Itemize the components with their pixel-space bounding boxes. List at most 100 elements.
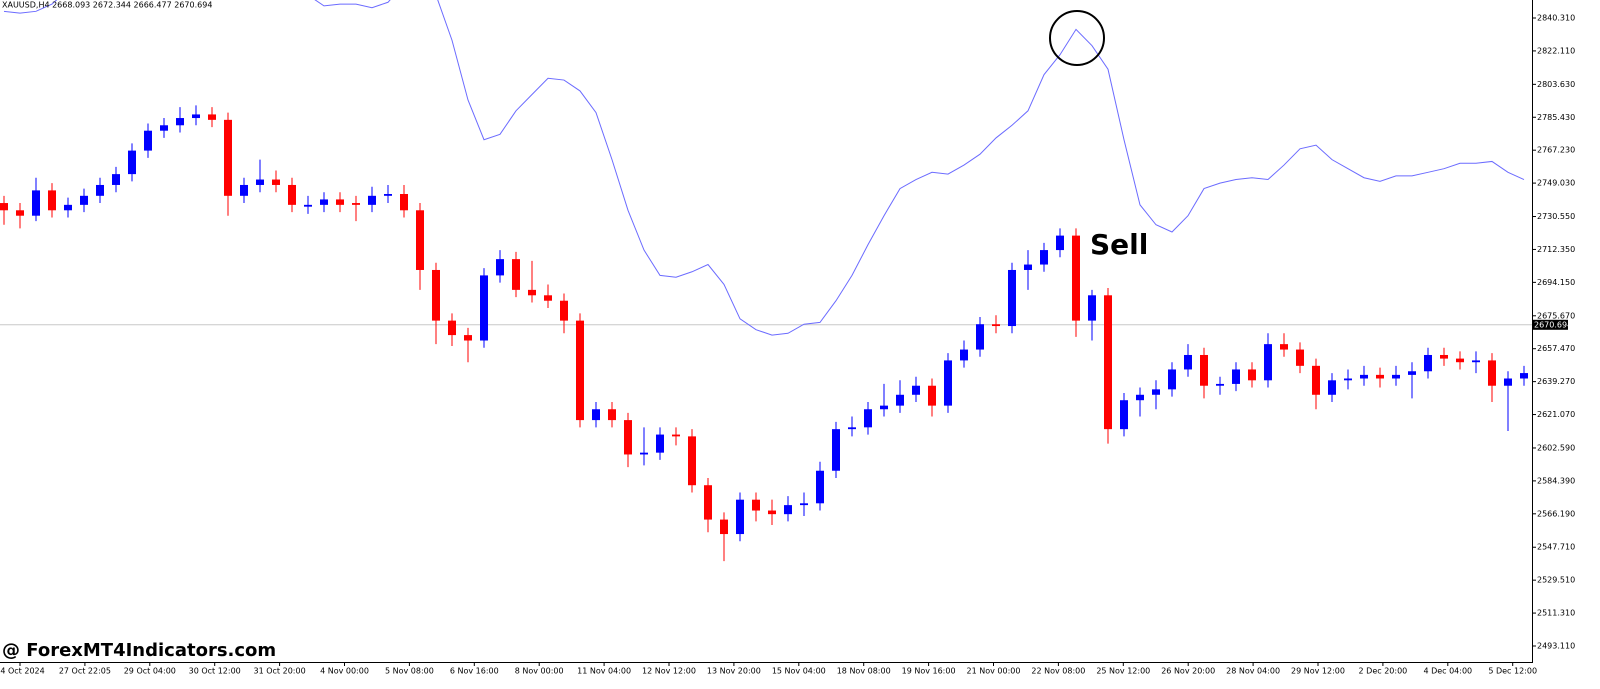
candle-body xyxy=(1072,235,1080,321)
candle-body xyxy=(1360,374,1368,379)
y-tick-label: 2602.590 xyxy=(1537,443,1575,452)
x-tick-label: 31 Oct 20:00 xyxy=(254,667,306,676)
candle-body xyxy=(80,195,88,205)
candle-body xyxy=(1136,394,1144,401)
candle-body xyxy=(1264,344,1272,381)
candle-body xyxy=(912,385,920,395)
candle-body xyxy=(464,335,472,341)
candle-body xyxy=(368,195,376,205)
y-tick-label: 2566.190 xyxy=(1537,509,1575,518)
candle-body xyxy=(736,499,744,535)
candle-body xyxy=(272,179,280,185)
y-tick-label: 2803.630 xyxy=(1537,80,1575,89)
candle-body xyxy=(880,405,888,410)
candle-body xyxy=(1200,354,1208,386)
candle-body xyxy=(16,210,24,216)
candle-body xyxy=(704,485,712,520)
x-tick-label: 13 Nov 20:00 xyxy=(707,667,761,676)
y-tick-label: 2785.430 xyxy=(1537,113,1575,122)
y-tick-label: 2840.310 xyxy=(1537,13,1575,22)
candle-body xyxy=(224,119,232,196)
x-tick-label: 29 Nov 12:00 xyxy=(1291,667,1345,676)
candle-body xyxy=(32,190,40,216)
price-tag xyxy=(1532,319,1568,330)
candle-body xyxy=(400,194,408,211)
candle-body xyxy=(1216,383,1224,386)
candle-body xyxy=(176,118,184,126)
candle-body xyxy=(1152,389,1160,395)
candle-body xyxy=(1184,354,1192,370)
candle-body xyxy=(816,470,824,504)
candle-body xyxy=(1168,369,1176,390)
candle-body xyxy=(928,385,936,406)
header: XAUUSD,H4 2668.093 2672.344 2666.477 267… xyxy=(2,1,212,10)
candle-body xyxy=(800,503,808,506)
candle-body xyxy=(1488,360,1496,386)
candle-body xyxy=(1248,369,1256,381)
x-tick-label: 22 Nov 08:00 xyxy=(1031,667,1085,676)
candle-body xyxy=(112,174,120,185)
candle-body xyxy=(1440,354,1448,359)
x-tick-label: 11 Nov 04:00 xyxy=(577,667,631,676)
x-tick-label: 4 Nov 00:00 xyxy=(320,667,369,676)
y-tick-label: 2511.310 xyxy=(1537,609,1575,618)
candle-body xyxy=(752,499,760,511)
y-tick-label: 2749.030 xyxy=(1537,179,1575,188)
candle-body xyxy=(208,114,216,120)
candle-body xyxy=(1040,250,1048,265)
candle-body xyxy=(592,409,600,421)
x-tick-label: 4 Dec 04:00 xyxy=(1423,667,1472,676)
candle-body xyxy=(1344,378,1352,381)
candle-body xyxy=(448,320,456,336)
x-tick-label: 27 Oct 22:05 xyxy=(59,667,111,676)
candle-body xyxy=(1232,369,1240,384)
candle-body xyxy=(608,409,616,421)
y-tick-label: 2529.510 xyxy=(1537,576,1575,585)
watermark: @ ForexMT4Indicators.com xyxy=(2,640,276,661)
candle-body xyxy=(320,199,328,205)
candle-body xyxy=(992,324,1000,327)
candle-body xyxy=(192,114,200,119)
candle-body xyxy=(432,269,440,321)
x-tick-label: 15 Nov 04:00 xyxy=(772,667,826,676)
x-tick-label: 12 Nov 12:00 xyxy=(642,667,696,676)
candle-body xyxy=(1296,349,1304,366)
y-tick-label: 2767.230 xyxy=(1537,146,1575,155)
candle-body xyxy=(0,203,8,211)
highlight-circle xyxy=(1049,10,1105,66)
x-tick-label: 2 Dec 20:00 xyxy=(1359,667,1408,676)
y-tick-label: 2730.550 xyxy=(1537,212,1575,221)
candle-body xyxy=(576,320,584,421)
price-tag-label: 2670.694 xyxy=(1534,320,1572,329)
candle-body xyxy=(1520,373,1528,379)
candle-body xyxy=(64,204,72,211)
candle-body xyxy=(288,184,296,205)
y-tick-label: 2547.710 xyxy=(1537,543,1575,552)
y-tick-label: 2493.110 xyxy=(1537,641,1575,650)
candle-body xyxy=(976,324,984,350)
candle-body xyxy=(1424,354,1432,372)
x-tick-label: 8 Nov 00:00 xyxy=(515,667,564,676)
candle-body xyxy=(496,259,504,276)
candle-body xyxy=(1376,374,1384,379)
x-tick-label: 5 Nov 08:00 xyxy=(385,667,434,676)
x-tick-label: 6 Nov 16:00 xyxy=(450,667,499,676)
candle-body xyxy=(128,150,136,175)
candle-body xyxy=(480,275,488,341)
candle-body xyxy=(416,210,424,270)
candle-body xyxy=(304,204,312,207)
candle-body xyxy=(1120,400,1128,430)
x-tick-label: 28 Nov 04:00 xyxy=(1226,667,1280,676)
candle-body xyxy=(944,360,952,406)
x-tick-label: 29 Oct 04:00 xyxy=(124,667,176,676)
candle-body xyxy=(384,194,392,196)
candle-body xyxy=(1392,374,1400,379)
candle-body xyxy=(48,190,56,211)
annotation: Sell xyxy=(1090,228,1148,261)
candle-body xyxy=(624,420,632,455)
candle-body xyxy=(960,349,968,361)
candle-body xyxy=(720,519,728,535)
y-tick-label: 2694.150 xyxy=(1537,278,1575,287)
y-tick-label: 2621.070 xyxy=(1537,410,1575,419)
